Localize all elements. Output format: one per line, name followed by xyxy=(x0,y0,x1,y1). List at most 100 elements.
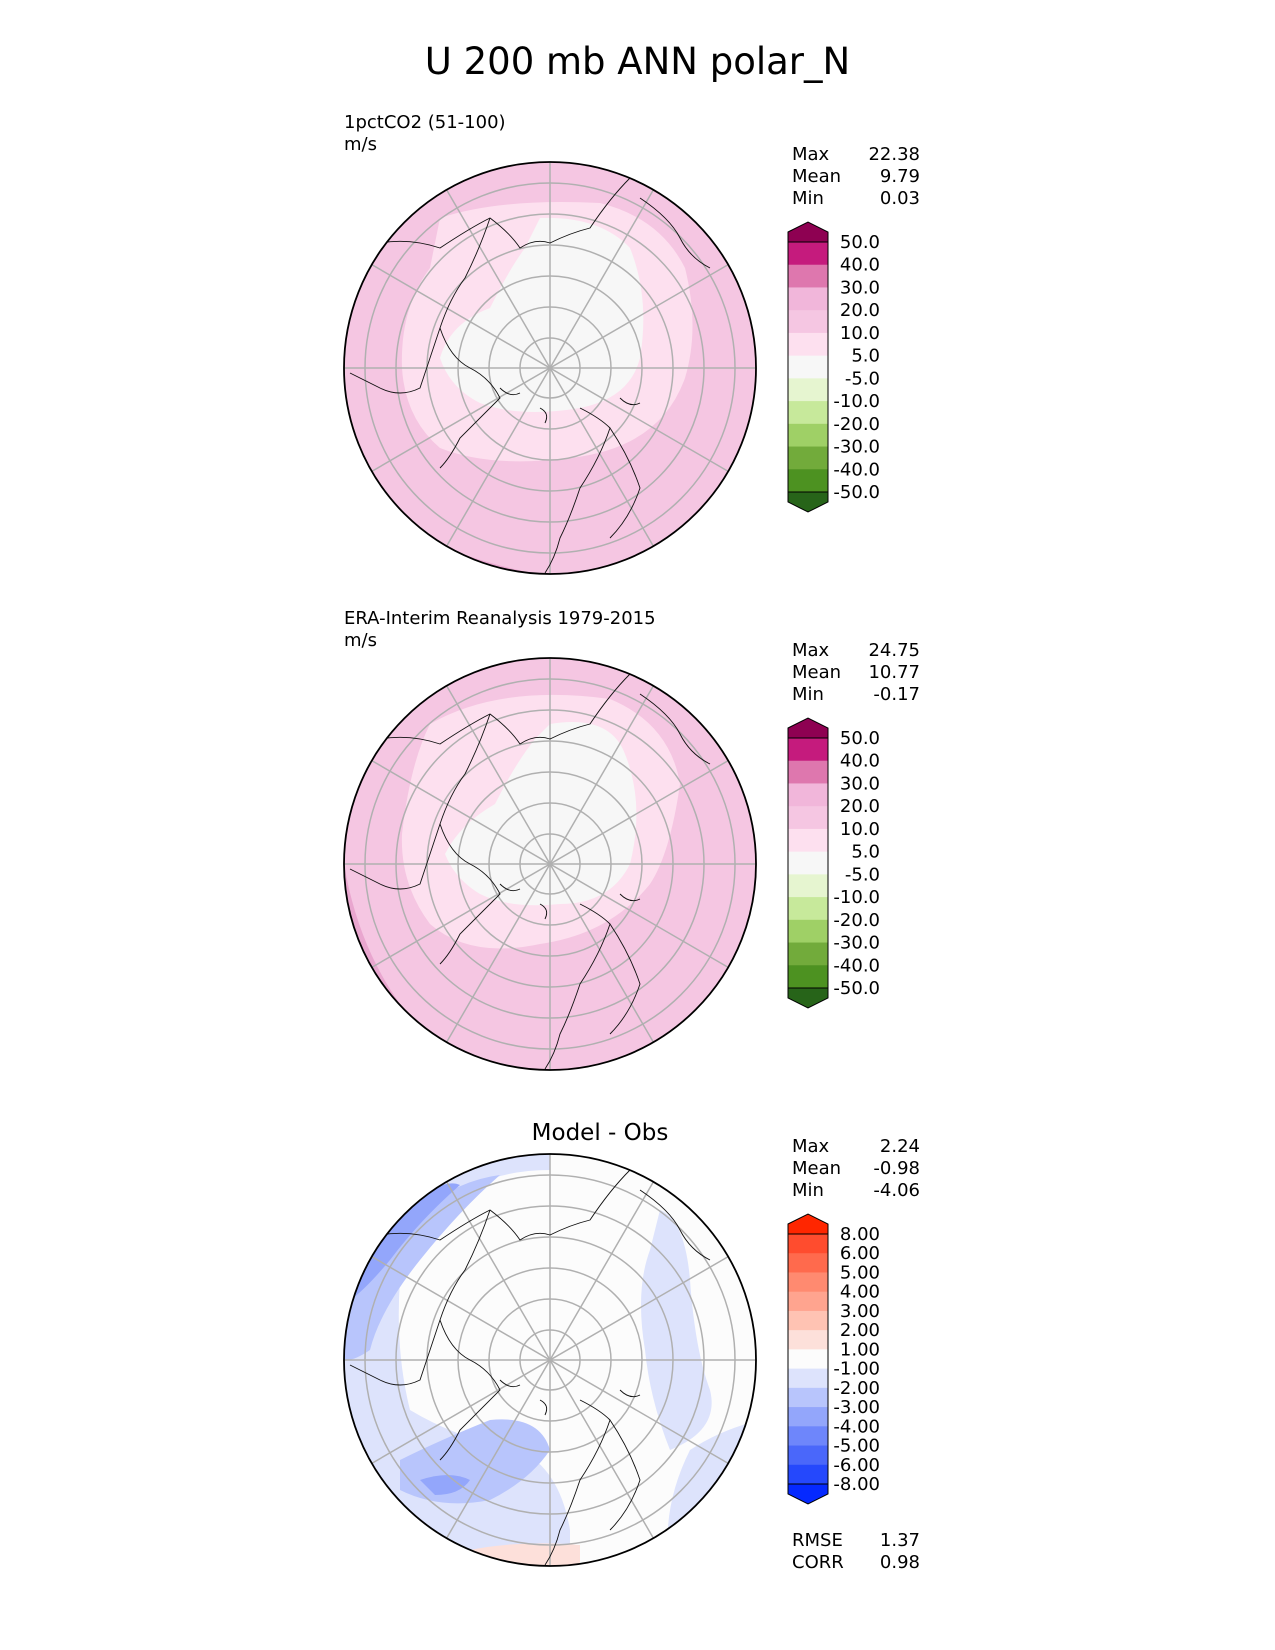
colorbar-tick-label: -10.0 xyxy=(833,887,880,908)
colorbar-segment xyxy=(788,242,828,266)
colorbar-tick-label: -4.00 xyxy=(833,1416,880,1437)
panel-2-colorbar: 50.040.030.020.010.05.0-5.0-10.0-20.0-30… xyxy=(787,717,880,1009)
colorbar-tick-label: -20.0 xyxy=(833,910,880,931)
colorbar-tick-label: -30.0 xyxy=(833,437,880,458)
colorbar-tick-label: 50.0 xyxy=(840,232,880,253)
panel-2-max-label: Max xyxy=(792,640,830,661)
colorbar-tick-label: 5.00 xyxy=(840,1262,880,1283)
colorbar-segment xyxy=(788,1310,828,1331)
panel-3-colorbar: 8.006.005.004.003.002.001.00-1.00-2.00-3… xyxy=(787,1213,880,1505)
colorbar-segment xyxy=(788,310,828,334)
panel-1-units: m/s xyxy=(344,134,377,155)
colorbar-segment xyxy=(788,965,828,989)
panel-3-corr-value: 0.98 xyxy=(879,1552,920,1573)
colorbar-tick-label: -2.00 xyxy=(833,1378,880,1399)
panel-3-min-value: -4.06 xyxy=(873,1180,920,1201)
panel-3-corr-label: CORR xyxy=(792,1552,844,1573)
colorbar-tick-label: 20.0 xyxy=(840,300,880,321)
colorbar-tick-label: -10.0 xyxy=(833,391,880,412)
colorbar-tick-label: -1.00 xyxy=(833,1359,880,1380)
panel-3-max-value: 2.24 xyxy=(879,1136,920,1157)
colorbar-tick-label: 40.0 xyxy=(840,751,880,772)
colorbar-segment xyxy=(788,1330,828,1350)
colorbar-extend-bottom xyxy=(787,987,829,1009)
colorbar-segment xyxy=(788,1407,828,1427)
colorbar-segment xyxy=(788,332,828,357)
panel-3-max-label: Max xyxy=(792,1136,830,1157)
colorbar-segment xyxy=(788,942,828,966)
colorbar-extend-bottom xyxy=(787,491,829,513)
colorbar-tick-label: 5.0 xyxy=(851,842,880,863)
colorbar-segment xyxy=(788,919,828,944)
colorbar-segment xyxy=(788,874,828,898)
colorbar-segment xyxy=(788,851,828,875)
colorbar-tick-label: 50.0 xyxy=(840,728,880,749)
colorbar-tick-label: 6.00 xyxy=(840,1243,880,1264)
colorbar-tick-label: 40.0 xyxy=(840,255,880,276)
panel-3-field-minus4-minus3-south xyxy=(420,1475,470,1495)
colorbar-tick-label: -5.0 xyxy=(845,864,880,885)
panel-1-map-border xyxy=(343,161,757,575)
colorbar-outline xyxy=(787,737,829,989)
figure-title: U 200 mb ANN polar_N xyxy=(424,40,851,83)
panel-3-min-label: Min xyxy=(792,1180,824,1201)
panel-2-mean-value: 10.77 xyxy=(868,662,920,683)
panel-1-min-value: 0.03 xyxy=(879,188,920,209)
colorbar-segment xyxy=(788,1253,828,1273)
colorbar-segment xyxy=(788,264,828,288)
colorbar-tick-label: -40.0 xyxy=(833,459,880,480)
panel-1-max-label: Max xyxy=(792,144,830,165)
panel-2-units: m/s xyxy=(344,630,377,651)
colorbar-segment xyxy=(788,446,828,470)
colorbar-tick-label: -6.00 xyxy=(833,1455,880,1476)
colorbar-extend-top xyxy=(787,717,829,739)
panel-2-max-value: 24.75 xyxy=(868,640,920,661)
panel-3-field-minus4-minus3 xyxy=(350,1183,460,1300)
colorbar-segment xyxy=(788,1426,828,1447)
panel-2-min-value: -0.17 xyxy=(873,684,920,705)
panel-3-rmse-value: 1.37 xyxy=(879,1530,920,1551)
colorbar-tick-label: 5.0 xyxy=(851,346,880,367)
colorbar-segment xyxy=(788,1272,828,1293)
panel-2-min-label: Min xyxy=(792,684,824,705)
colorbar-tick-label: 10.0 xyxy=(840,323,880,344)
panel-2-mean-label: Mean xyxy=(792,662,842,683)
panel-3-field-minus2-minus1-east xyxy=(641,1210,712,1450)
panel-1-mean-value: 9.79 xyxy=(879,166,920,187)
colorbar-tick-label: 8.00 xyxy=(840,1224,880,1245)
colorbar-segment xyxy=(788,1464,828,1485)
colorbar-segment xyxy=(788,1368,828,1389)
colorbar-segment xyxy=(788,423,828,448)
colorbar-tick-label: -50.0 xyxy=(833,978,880,999)
panel-3-map-border xyxy=(343,1153,757,1567)
colorbar-tick-label: 30.0 xyxy=(840,277,880,298)
panel-1-graticule xyxy=(344,162,756,574)
panel-1-mean-label: Mean xyxy=(792,166,842,187)
colorbar-tick-label: -5.0 xyxy=(845,368,880,389)
colorbar-segment xyxy=(788,1291,828,1312)
colorbar-segment xyxy=(788,378,828,402)
colorbar-tick-label: -20.0 xyxy=(833,414,880,435)
colorbar-segment xyxy=(788,897,828,921)
panel-1-field-minus5-5 xyxy=(440,217,644,412)
panel-3-rmse-label: RMSE xyxy=(792,1530,843,1551)
panel-1-max-value: 22.38 xyxy=(868,144,920,165)
colorbar-segment xyxy=(788,738,828,762)
panel-2-map-border xyxy=(343,657,757,1071)
panel-2-polar-map xyxy=(343,657,757,1071)
colorbar-tick-label: -40.0 xyxy=(833,955,880,976)
colorbar-outline xyxy=(787,1233,829,1485)
colorbar-outline xyxy=(787,241,829,493)
colorbar-tick-label: -50.0 xyxy=(833,482,880,503)
colorbar-segment xyxy=(788,760,828,784)
colorbar-segment xyxy=(788,783,828,807)
colorbar-segment xyxy=(788,469,828,493)
colorbar-tick-label: 3.00 xyxy=(840,1301,880,1322)
panel-2-title: ERA-Interim Reanalysis 1979-2015 xyxy=(344,608,656,629)
colorbar-extend-bottom xyxy=(787,1483,829,1505)
colorbar-tick-label: 30.0 xyxy=(840,773,880,794)
colorbar-extend-top xyxy=(787,1213,829,1235)
colorbar-segment xyxy=(788,806,828,830)
colorbar-tick-label: 2.00 xyxy=(840,1320,880,1341)
colorbar-extend-top xyxy=(787,221,829,243)
